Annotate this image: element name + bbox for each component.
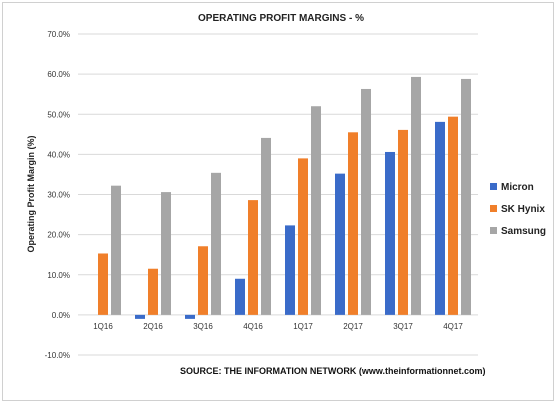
y-tick-label: 60.0%: [47, 70, 70, 79]
bar-micron: [285, 225, 295, 315]
bar-samsung: [211, 172, 221, 315]
bar-sk-hynix: [448, 116, 458, 315]
y-tick-label: 40.0%: [47, 150, 70, 159]
legend-label: SK Hynix: [501, 204, 545, 215]
bar-samsung: [361, 88, 371, 315]
bar-micron: [235, 278, 245, 315]
chart-title: OPERATING PROFIT MARGINS - %: [198, 13, 364, 24]
x-tick-label: 2Q16: [143, 322, 163, 331]
x-tick-label: 4Q17: [443, 322, 463, 331]
y-axis-ticks: -10.0% 0.0% 10.0% 20.0% 30.0% 40.0% 50.0% 60.0%…: [45, 30, 70, 360]
y-tick-label: 30.0%: [47, 191, 70, 200]
bar-samsung: [461, 78, 471, 315]
x-tick-label: 3Q17: [393, 322, 413, 331]
bar-sk-hynix: [348, 132, 358, 315]
bar-samsung: [311, 106, 321, 315]
y-axis-label: Operating Profit Margin (%): [26, 135, 36, 252]
bar-micron: [435, 121, 445, 315]
legend-label: Micron: [501, 182, 534, 193]
legend-swatch: [490, 227, 497, 234]
legend-swatch: [490, 183, 497, 190]
legend: Micron SK Hynix Samsung: [490, 182, 546, 237]
x-tick-label: 2Q17: [343, 322, 363, 331]
bar-samsung: [411, 76, 421, 315]
bar-samsung: [261, 137, 271, 315]
bar-micron: [335, 173, 345, 315]
x-axis-ticks: 1Q16 2Q16 3Q16 4Q16 1Q17 2Q17 3Q17 4Q17: [93, 322, 463, 331]
legend-label: Samsung: [501, 226, 546, 237]
y-tick-label: 50.0%: [47, 110, 70, 119]
bar-micron: [185, 314, 195, 319]
x-tick-label: 3Q16: [193, 322, 213, 331]
y-tick-label: -10.0%: [45, 351, 70, 360]
x-tick-label: 1Q16: [93, 322, 113, 331]
x-tick-label: 4Q16: [243, 322, 263, 331]
source-note: SOURCE: THE INFORMATION NETWORK (www.the…: [180, 366, 486, 376]
bar-sk-hynix: [98, 253, 108, 315]
bar-sk-hynix: [298, 158, 308, 315]
y-tick-label: 20.0%: [47, 231, 70, 240]
bar-sk-hynix: [248, 200, 258, 315]
legend-swatch: [490, 205, 497, 212]
bar-samsung: [111, 185, 121, 315]
bar-sk-hynix: [198, 246, 208, 315]
bar-samsung: [161, 192, 171, 315]
bar-micron: [385, 151, 395, 315]
bar-sk-hynix: [148, 268, 158, 315]
x-tick-label: 1Q17: [293, 322, 313, 331]
y-tick-label: 0.0%: [52, 311, 70, 320]
y-tick-label: 70.0%: [47, 30, 70, 39]
bar-sk-hynix: [398, 129, 408, 315]
bars: [98, 76, 471, 319]
y-tick-label: 10.0%: [47, 271, 70, 280]
bar-micron: [135, 314, 145, 319]
